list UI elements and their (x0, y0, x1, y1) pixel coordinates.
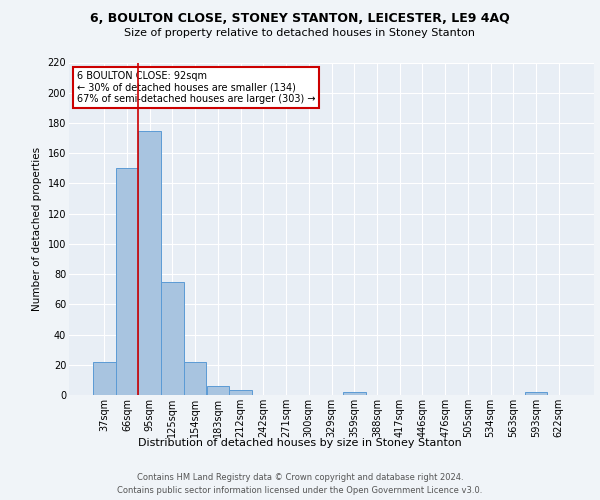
Bar (184, 362, 206, 395)
Bar (161, 282, 184, 395)
Bar (229, 390, 252, 395)
Text: Size of property relative to detached houses in Stoney Stanton: Size of property relative to detached ho… (125, 28, 476, 38)
Text: 6 BOULTON CLOSE: 92sqm
← 30% of detached houses are smaller (134)
67% of semi-de: 6 BOULTON CLOSE: 92sqm ← 30% of detached… (77, 71, 316, 104)
Bar (524, 392, 547, 395)
Text: Distribution of detached houses by size in Stoney Stanton: Distribution of detached houses by size … (138, 438, 462, 448)
Text: Contains HM Land Registry data © Crown copyright and database right 2024.
Contai: Contains HM Land Registry data © Crown c… (118, 474, 482, 495)
Bar (206, 386, 229, 395)
Text: 6, BOULTON CLOSE, STONEY STANTON, LEICESTER, LE9 4AQ: 6, BOULTON CLOSE, STONEY STANTON, LEICES… (90, 12, 510, 26)
Bar (343, 392, 365, 395)
Y-axis label: Number of detached properties: Number of detached properties (32, 146, 42, 311)
Bar (139, 130, 161, 395)
Bar (93, 362, 116, 395)
Bar (116, 168, 139, 395)
